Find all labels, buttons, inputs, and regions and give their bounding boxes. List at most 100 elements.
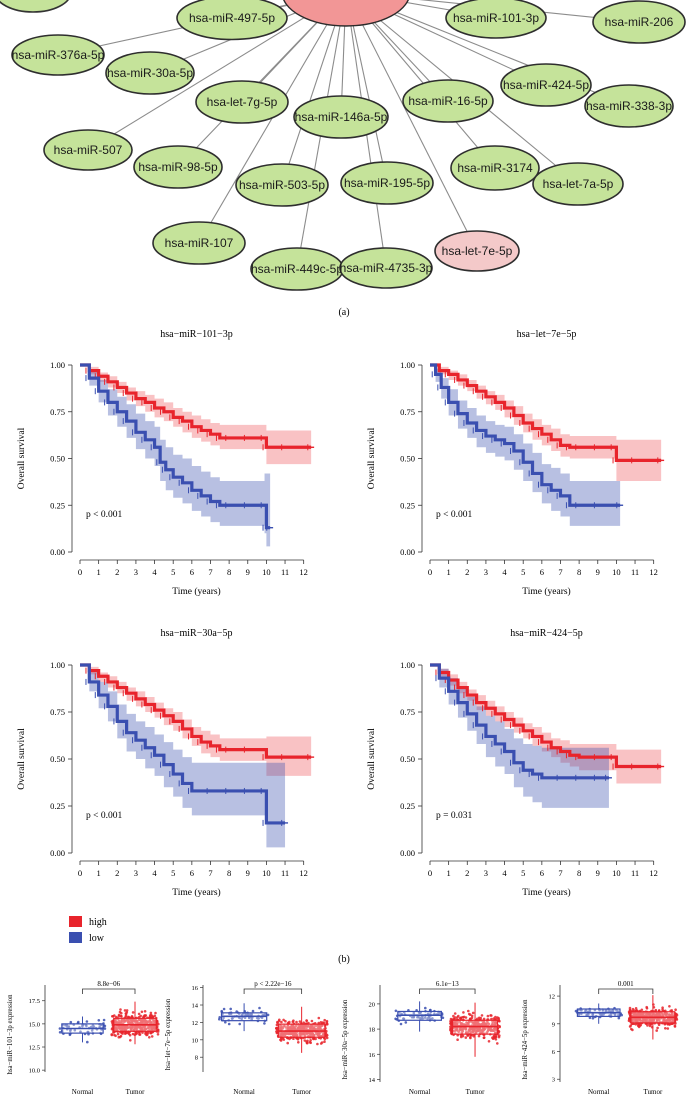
jitter-point [149, 1013, 153, 1017]
legend-swatch-high [69, 916, 82, 927]
network-node: hsa-miR-338-3p [584, 84, 674, 128]
jitter-point [426, 1012, 430, 1015]
node-label: hsa-miR-146a-5p [295, 110, 388, 124]
jitter-point [461, 1034, 465, 1038]
jitter-point [135, 1019, 138, 1023]
jitter-point [462, 1011, 465, 1014]
jitter-point [617, 1016, 621, 1020]
jitter-point [458, 1027, 462, 1031]
y-tick-label: 18 [369, 1027, 376, 1034]
jitter-point [129, 1020, 132, 1024]
node-ellipse [176, 0, 288, 41]
x-tick-label: 11 [281, 567, 289, 577]
jitter-point [320, 1041, 324, 1044]
ci-band-low [430, 665, 609, 808]
node-label: hsa-let-7a-5p [543, 177, 614, 191]
network-node: hsa-miR-206 [592, 0, 686, 44]
network-graph: hsa-miR-497-5p hsa-miR-101-3p hsa-miR-206 h… [0, 0, 686, 318]
jitter-point [220, 1009, 223, 1013]
jitter-point [123, 1019, 127, 1022]
jitter-point [156, 1033, 160, 1036]
jitter-point [117, 1014, 121, 1018]
jitter-point [309, 1041, 313, 1045]
jitter-point [85, 1020, 89, 1023]
node-label: hsa-miR-503-5p [239, 178, 325, 192]
jitter-point [116, 1032, 120, 1036]
box-plot: 3 6 9 12 hsa−miR−424−5p expression 0.001 Norma… [522, 980, 679, 1096]
network-node: hsa-miR-16-5p [402, 79, 494, 123]
jitter-point [591, 1016, 595, 1020]
node-label: hsa-miR-338-3p [586, 99, 672, 113]
jitter-point [90, 1029, 94, 1032]
box-plot: 10.0 12.5 15.0 17.5 hsa−miR−101−3p expressio… [7, 980, 160, 1096]
x-axis-label: Time (years) [522, 586, 570, 597]
significance-bracket [598, 988, 654, 994]
network-node: hsa-miR-503-5p [235, 163, 329, 207]
category-label: Tumor [643, 1088, 662, 1096]
x-tick-label: 0 [428, 868, 432, 878]
y-tick-label: 10.0 [29, 1068, 40, 1075]
jitter-point [227, 1022, 231, 1026]
y-tick-label: 12.5 [29, 1045, 40, 1052]
jitter-point [117, 1021, 121, 1025]
jitter-point [91, 1024, 95, 1027]
network-node: hsa-miR-107 [152, 221, 246, 265]
jitter-point [477, 1016, 481, 1020]
jitter-point [482, 1017, 486, 1021]
y-tick-label: 6 [552, 1049, 556, 1056]
jitter-point [652, 1018, 656, 1021]
jitter-point [150, 1035, 154, 1038]
jitter-point [470, 1014, 474, 1018]
jitter-point [258, 1006, 261, 1010]
jitter-point [125, 1026, 129, 1030]
y-tick-label: 12 [549, 994, 556, 1001]
jitter-point [673, 1024, 677, 1028]
x-tick-label: 8 [227, 868, 231, 878]
jitter-point [279, 1027, 282, 1030]
ci-band-high [430, 665, 662, 784]
jitter-point [286, 1041, 290, 1045]
jitter-point [275, 1023, 279, 1027]
network-node: hsa-miR-195-5p [340, 161, 434, 205]
jitter-point [79, 1030, 82, 1033]
node-label: hsa-miR-206 [605, 15, 674, 29]
network-edge [347, 0, 388, 184]
jitter-point [266, 1013, 270, 1017]
jitter-point [292, 1026, 295, 1029]
jitter-point [144, 1027, 148, 1031]
jitter-point [471, 1030, 475, 1033]
jitter-point [121, 1032, 124, 1035]
jitter-point [140, 1026, 143, 1029]
jitter-point [145, 1033, 148, 1037]
x-tick-label: 11 [631, 868, 639, 878]
x-tick-label: 10 [612, 868, 621, 878]
jitter-point [218, 1016, 221, 1019]
y-tick-label: 0.25 [400, 801, 415, 811]
node-ellipse [133, 145, 223, 189]
jitter-point [148, 1036, 151, 1039]
jitter-point [299, 1034, 302, 1037]
y-tick-label: 16 [369, 1052, 376, 1059]
jitter-point [429, 1008, 432, 1012]
y-tick-label: 20 [369, 1001, 376, 1008]
network-node: hsa-miR-30a-5p [105, 51, 195, 95]
p-value: p < 0.001 [86, 811, 122, 821]
jitter-point [152, 1019, 156, 1022]
jitter-point [58, 1027, 62, 1030]
x-tick-label: 8 [577, 868, 581, 878]
category-label: Normal [72, 1088, 93, 1096]
jitter-point [664, 1027, 667, 1030]
category-label: Tumor [466, 1088, 485, 1096]
node-label: hsa-miR-4735-3p [340, 261, 433, 275]
jitter-point [128, 1025, 132, 1029]
jitter-point [457, 1030, 461, 1033]
chart-title: hsa−miR−30a−5p [161, 628, 233, 639]
x-tick-label: 3 [484, 868, 488, 878]
jitter-point [123, 1009, 127, 1012]
jitter-point [325, 1029, 328, 1033]
ci-band-low [80, 665, 286, 848]
jitter-point [58, 1031, 62, 1034]
jitter-point [131, 1025, 134, 1028]
y-tick-label: 14 [192, 1003, 199, 1010]
legend-swatch-low [69, 932, 82, 943]
